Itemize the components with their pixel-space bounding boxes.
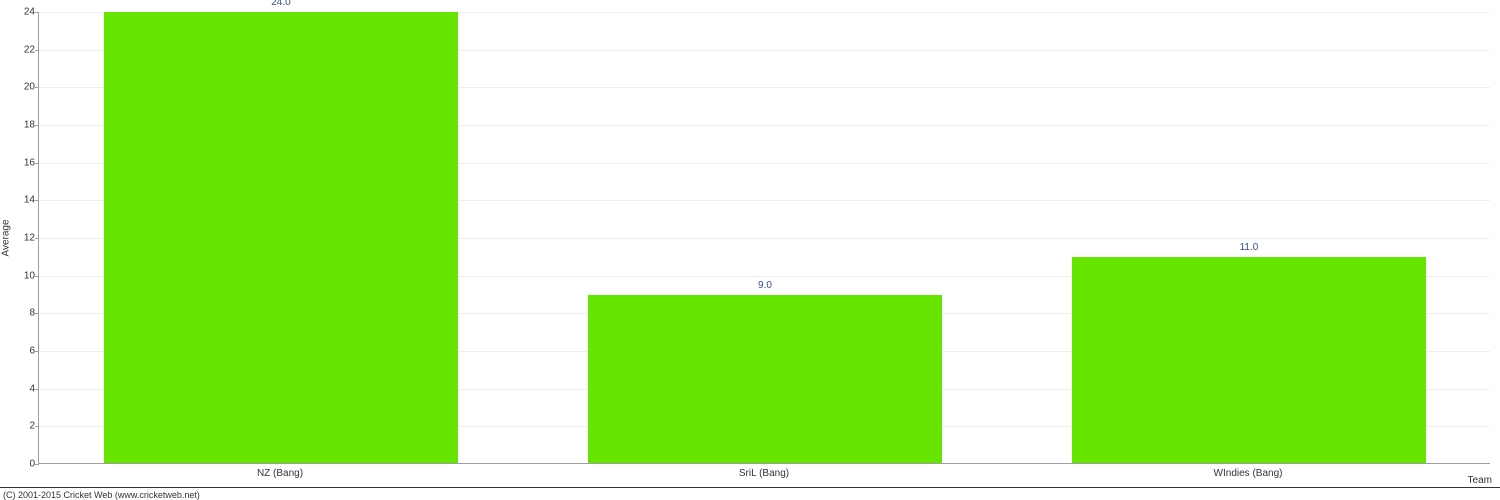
y-tick-label: 4 — [9, 383, 35, 394]
y-tick-label: 0 — [9, 459, 35, 470]
y-tick-label: 22 — [9, 44, 35, 55]
y-tick-label: 18 — [9, 120, 35, 131]
y-tick-label: 24 — [9, 7, 35, 18]
y-tick-label: 8 — [9, 308, 35, 319]
y-tick-mark — [35, 125, 39, 126]
x-category-labels: NZ (Bang) SriL (Bang) WIndies (Bang) — [38, 468, 1490, 482]
bar: 9.0 — [588, 295, 941, 465]
chart-plot-area: 24.09.011.0 024681012141618202224 — [38, 12, 1490, 464]
y-tick-mark — [35, 351, 39, 352]
x-category-label: WIndies (Bang) — [1214, 468, 1283, 479]
y-tick-label: 20 — [9, 82, 35, 93]
y-tick-label: 16 — [9, 157, 35, 168]
x-category-label: NZ (Bang) — [257, 468, 303, 479]
y-tick-mark — [35, 313, 39, 314]
y-tick-label: 6 — [9, 346, 35, 357]
y-tick-label: 10 — [9, 270, 35, 281]
y-tick-mark — [35, 426, 39, 427]
bar-value-label: 24.0 — [271, 0, 290, 8]
y-tick-mark — [35, 50, 39, 51]
y-tick-mark — [35, 464, 39, 465]
y-tick-mark — [35, 238, 39, 239]
y-tick-labels: 024681012141618202224 — [9, 12, 35, 464]
y-tick-mark — [35, 200, 39, 201]
bar-value-label: 11.0 — [1240, 242, 1259, 253]
x-axis-line — [39, 463, 1490, 464]
bars-group: 24.0 9.0 11.0 — [39, 12, 1490, 464]
y-tick-mark — [35, 12, 39, 13]
footer-copyright: (C) 2001-2015 Cricket Web (www.cricketwe… — [3, 490, 200, 500]
bar: 24.0 — [104, 12, 457, 464]
x-category-label: SriL (Bang) — [739, 468, 789, 479]
y-tick-mark — [35, 87, 39, 88]
y-tick-mark — [35, 389, 39, 390]
bar-value-label: 9.0 — [758, 280, 772, 291]
y-tick-label: 14 — [9, 195, 35, 206]
y-tick-mark — [35, 163, 39, 164]
footer-divider — [0, 487, 1500, 488]
bar: 11.0 — [1072, 257, 1425, 464]
y-tick-mark — [35, 276, 39, 277]
y-axis-label: Average — [1, 219, 12, 256]
y-tick-label: 12 — [9, 233, 35, 244]
y-tick-label: 2 — [9, 421, 35, 432]
